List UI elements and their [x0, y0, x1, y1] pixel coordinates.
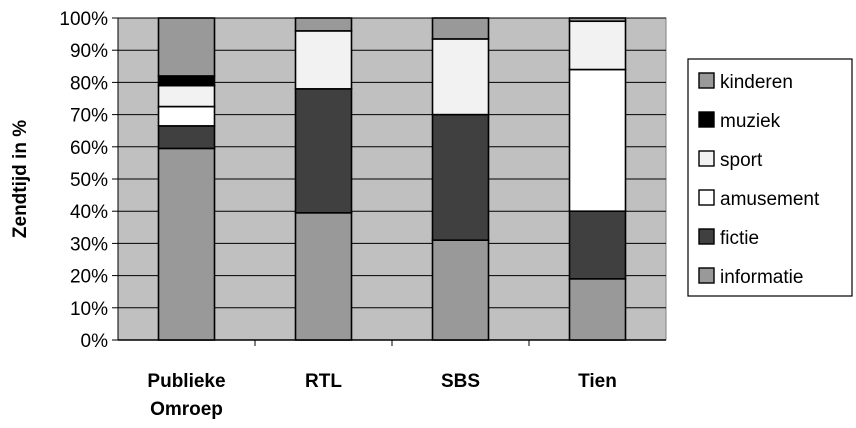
legend-swatch-informatie: [698, 267, 715, 284]
y-tick-label: 50%: [70, 170, 108, 191]
legend-label-muziek: muziek: [720, 111, 781, 132]
x-tick-label: SBS: [441, 371, 480, 392]
legend-swatch-muziek: [698, 111, 715, 128]
x-tick-label: Tien: [578, 371, 617, 392]
legend-label-informatie: informatie: [720, 267, 803, 288]
bar-segment-fictie: [157, 125, 216, 150]
x-axis-labels: Publieke Omroep RTL SBS Tien: [147, 340, 617, 420]
bar-segment-fictie: [431, 113, 490, 241]
y-tick-label: 100%: [59, 9, 108, 30]
legend-swatch-amusement: [698, 189, 715, 206]
y-tick-label: 20%: [70, 267, 108, 288]
y-tick-label: 90%: [70, 41, 108, 62]
legend-label-fictie: fictie: [720, 228, 759, 249]
y-tick-label: 60%: [70, 138, 108, 159]
bars: [157, 17, 627, 341]
bar-segment-kinderen: [568, 17, 627, 23]
bar-segment-kinderen: [294, 17, 353, 32]
bar-segment-amusement: [568, 68, 627, 212]
bar-segment-muziek: [157, 75, 216, 87]
legend-box: [687, 58, 853, 297]
bar-segment-amusement: [157, 105, 216, 127]
bar-segment-fictie: [568, 210, 627, 280]
x-tick-label: RTL: [305, 371, 342, 392]
bar-segment-informatie: [568, 278, 627, 341]
legend-label-amusement: amusement: [720, 189, 820, 210]
legend: kinderen muziek sport amusement fictie inform…: [687, 58, 853, 297]
bar-segment-sport: [157, 84, 216, 108]
legend-swatch-sport: [698, 150, 715, 167]
y-tick-label: 30%: [70, 234, 108, 255]
legend-swatch-fictie: [698, 228, 715, 245]
bar-segment-fictie: [294, 88, 353, 214]
bar-segment-informatie: [294, 212, 353, 341]
x-tick-label: Publieke: [147, 371, 225, 392]
bar-segment-sport: [568, 20, 627, 71]
bar-segment-kinderen: [157, 17, 216, 77]
legend-swatch-kinderen: [698, 72, 715, 89]
y-tick-label: 40%: [70, 202, 108, 223]
bar-segment-sport: [431, 38, 490, 116]
y-axis-label: Zendtijd in %: [10, 120, 31, 238]
y-tick-label: 70%: [70, 106, 108, 127]
legend-label-sport: sport: [720, 150, 763, 171]
y-tick-label: 10%: [70, 299, 108, 320]
x-tick-label: Omroep: [150, 399, 223, 420]
y-tick-label: 80%: [70, 73, 108, 94]
bar-segment-kinderen: [431, 17, 490, 40]
legend-label-kinderen: kinderen: [720, 72, 793, 93]
bar-segment-informatie: [157, 147, 216, 341]
bar-segment-sport: [294, 30, 353, 90]
bar-segment-informatie: [431, 239, 490, 341]
y-tick-label: 0%: [81, 331, 109, 352]
